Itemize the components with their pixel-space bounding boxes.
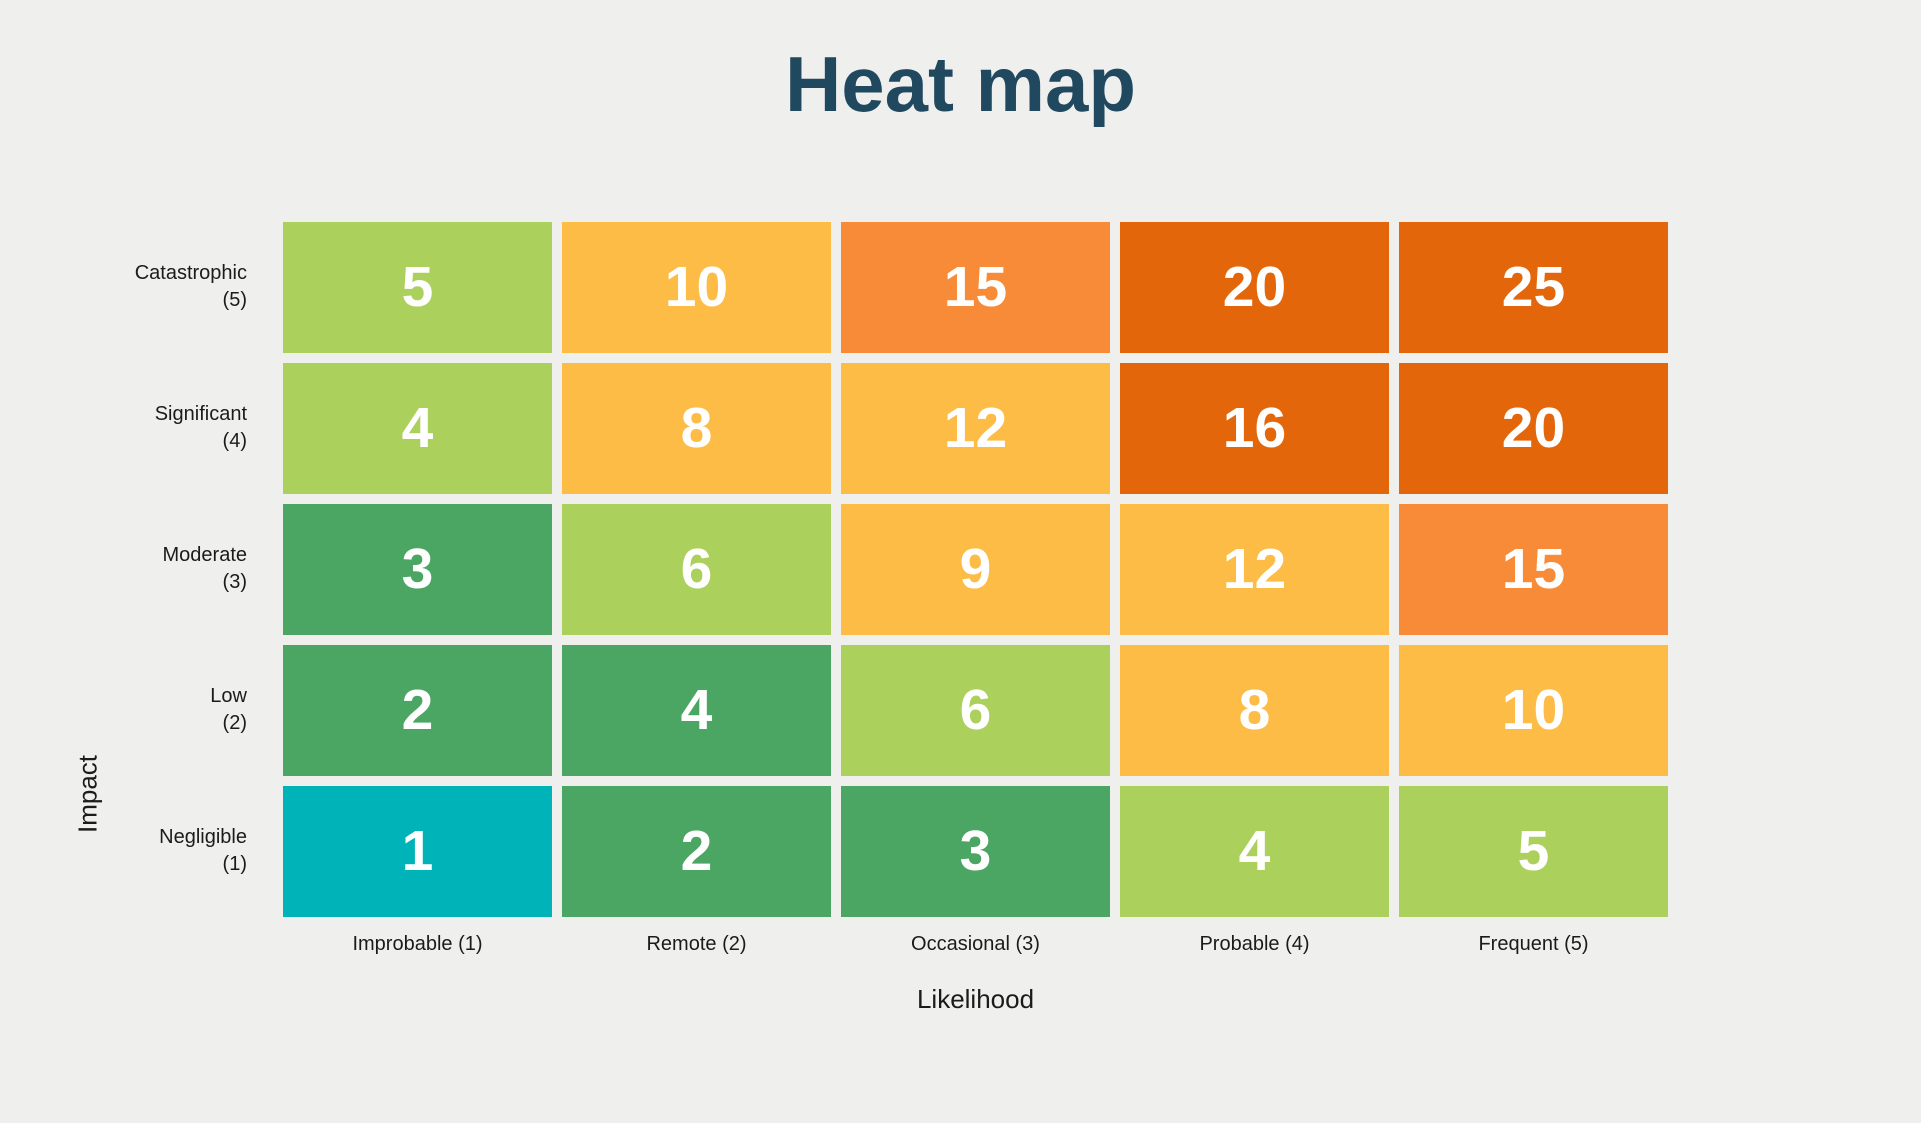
x-labels-spacer xyxy=(0,933,273,956)
cell-value: 12 xyxy=(943,396,1008,461)
y-tick-label: Moderate (3) xyxy=(162,544,248,594)
heatmap-cell-r4-c2: 4 xyxy=(562,644,831,776)
heatmap-cell-r2-c2: 8 xyxy=(562,362,831,494)
heatmap-cell-r1-c1: 5 xyxy=(283,221,552,353)
heatmap-page: Heat map Impact Catastrophic (5) 5 10 15 20 25… xyxy=(0,40,1921,1015)
cell-value: 2 xyxy=(680,819,713,884)
cell-value: 8 xyxy=(1238,678,1271,743)
cell-value: 6 xyxy=(959,678,992,743)
cell-value: 25 xyxy=(1501,255,1566,320)
x-tick-label-3: Occasional (3) xyxy=(911,932,1040,955)
cell-value: 2 xyxy=(401,678,434,743)
y-tick-label: Low (2) xyxy=(210,685,247,735)
chart-title: Heat map xyxy=(784,40,1137,128)
heatmap-row-negligible: Negligible (1) 1 2 3 4 5 xyxy=(0,785,1668,917)
heatmap-cell-r5-c2: 2 xyxy=(562,785,831,917)
heatmap-chart: Impact Catastrophic (5) 5 10 15 20 25 Significa… xyxy=(0,221,1921,1015)
cell-value: 8 xyxy=(680,396,713,461)
heatmap-cell-r5-c5: 5 xyxy=(1399,785,1668,917)
cell-value: 12 xyxy=(1222,537,1287,602)
cell-value: 10 xyxy=(664,255,729,320)
cell-value: 20 xyxy=(1501,396,1566,461)
cell-value: 20 xyxy=(1222,255,1287,320)
cell-value: 4 xyxy=(401,396,434,461)
cell-value: 15 xyxy=(943,255,1008,320)
y-tick-label: Negligible (1) xyxy=(159,826,247,876)
heatmap-cell-r2-c5: 20 xyxy=(1399,362,1668,494)
heatmap-cell-r2-c3: 12 xyxy=(841,362,1110,494)
heatmap-cell-r5-c1: 1 xyxy=(283,785,552,917)
heatmap-cell-r4-c4: 8 xyxy=(1120,644,1389,776)
heatmap-cell-r3-c1: 3 xyxy=(283,503,552,635)
cell-value: 6 xyxy=(680,537,713,602)
heatmap-row-catastrophic: Catastrophic (5) 5 10 15 20 25 xyxy=(0,221,1668,353)
y-tick-label: Significant (4) xyxy=(154,403,247,453)
cell-value: 4 xyxy=(680,678,713,743)
heatmap-cell-r3-c4: 12 xyxy=(1120,503,1389,635)
cell-value: 9 xyxy=(959,537,992,602)
cell-value: 5 xyxy=(401,255,434,320)
cell-value: 1 xyxy=(401,819,434,884)
heatmap-cell-r2-c4: 16 xyxy=(1120,362,1389,494)
cell-value: 4 xyxy=(1238,819,1271,884)
heatmap-cell-r3-c5: 15 xyxy=(1399,503,1668,635)
heatmap-cell-r5-c4: 4 xyxy=(1120,785,1389,917)
x-tick-label-1: Improbable (1) xyxy=(352,932,483,955)
heatmap-cell-r4-c5: 10 xyxy=(1399,644,1668,776)
heatmap-cell-r3-c2: 6 xyxy=(562,503,831,635)
heatmap-grid: Catastrophic (5) 5 10 15 20 25 Significant (4) 4 8… xyxy=(0,221,1668,917)
heatmap-cell-r2-c1: 4 xyxy=(283,362,552,494)
heatmap-row-moderate: Moderate (3) 3 6 9 12 15 xyxy=(0,503,1668,635)
cell-value: 10 xyxy=(1501,678,1566,743)
heatmap-cell-r4-c3: 6 xyxy=(841,644,1110,776)
heatmap-row-low: Low (2) 2 4 6 8 10 xyxy=(0,644,1668,776)
cell-value: 3 xyxy=(401,537,434,602)
x-tick-label-4: Probable (4) xyxy=(1199,932,1310,955)
cell-value: 16 xyxy=(1222,396,1287,461)
heatmap-cell-r1-c2: 10 xyxy=(562,221,831,353)
heatmap-cell-r4-c1: 2 xyxy=(283,644,552,776)
y-tick-label: Catastrophic (5) xyxy=(134,262,247,312)
heatmap-cell-r5-c3: 3 xyxy=(841,785,1110,917)
x-tick-label-5: Frequent (5) xyxy=(1478,932,1589,955)
x-tick-labels: Improbable (1) Remote (2) Occasional (3) Pr… xyxy=(0,933,1921,956)
x-axis-label: Likelihood xyxy=(916,983,1035,1014)
cell-value: 3 xyxy=(959,819,992,884)
heatmap-cell-r3-c3: 9 xyxy=(841,503,1110,635)
heatmap-cell-r1-c5: 25 xyxy=(1399,221,1668,353)
heatmap-cell-r1-c4: 20 xyxy=(1120,221,1389,353)
x-tick-label-2: Remote (2) xyxy=(646,932,747,955)
heatmap-cell-r1-c3: 15 xyxy=(841,221,1110,353)
cell-value: 5 xyxy=(1517,819,1550,884)
heatmap-row-significant: Significant (4) 4 8 12 16 20 xyxy=(0,362,1668,494)
y-axis-label: Impact xyxy=(72,754,103,833)
cell-value: 15 xyxy=(1501,537,1566,602)
